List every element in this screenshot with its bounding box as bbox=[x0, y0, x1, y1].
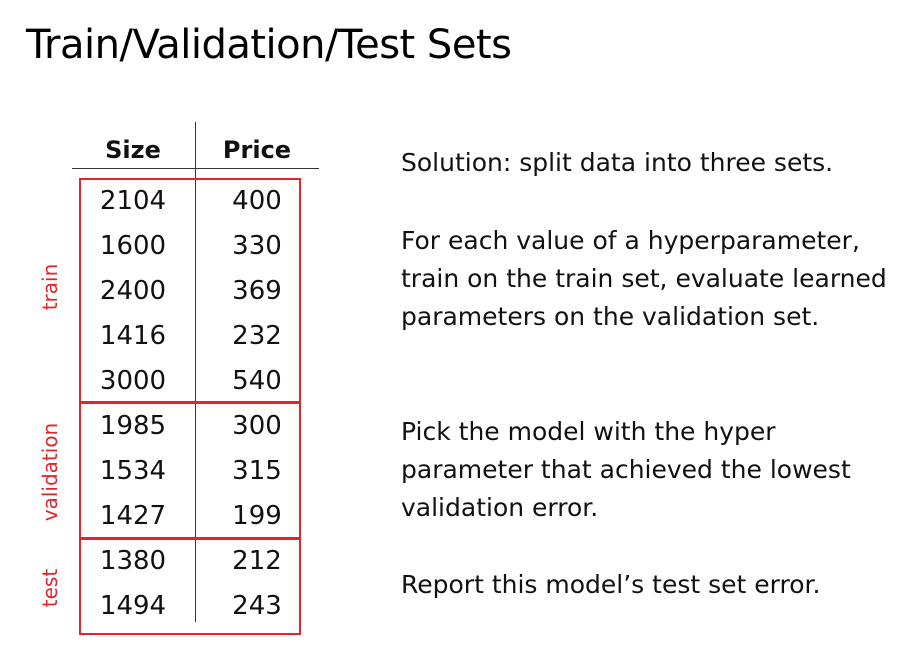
table-cell: 199 bbox=[232, 501, 282, 531]
table-cell: 1380 bbox=[99, 546, 167, 576]
paragraph-report: Report this model’s test set error. bbox=[401, 570, 821, 599]
paragraph-pick-model: Pick the model with the hyper parameter … bbox=[401, 417, 851, 522]
table-cell: 540 bbox=[232, 366, 282, 396]
table-cell: 2400 bbox=[99, 276, 167, 306]
table-cell: 3000 bbox=[99, 366, 167, 396]
table-cell: 400 bbox=[232, 186, 282, 216]
table-cell: 1534 bbox=[99, 456, 167, 486]
column-divider bbox=[195, 122, 196, 622]
table-cell: 1416 bbox=[99, 321, 167, 351]
slide-title: Train/Validation/Test Sets bbox=[26, 22, 512, 68]
table-cell: 315 bbox=[232, 456, 282, 486]
paragraph-solution: Solution: split data into three sets. bbox=[401, 148, 834, 177]
table-cell: 212 bbox=[232, 546, 282, 576]
train-label: train bbox=[38, 263, 62, 311]
table-cell: 232 bbox=[232, 321, 282, 351]
validation-label: validation bbox=[38, 422, 62, 522]
test-label: test bbox=[38, 568, 62, 608]
table-cell: 243 bbox=[232, 591, 282, 621]
table-cell: 1600 bbox=[99, 231, 167, 261]
table-cell: 300 bbox=[232, 411, 282, 441]
table-cell: 1985 bbox=[99, 411, 167, 441]
column-header-size: Size bbox=[105, 136, 161, 164]
table-cell: 369 bbox=[232, 276, 282, 306]
table-cell: 1427 bbox=[99, 501, 167, 531]
table-cell: 2104 bbox=[99, 186, 167, 216]
column-header-price: Price bbox=[222, 136, 292, 164]
paragraph-hyperparameter: For each value of a hyperparameter, trai… bbox=[401, 226, 887, 331]
table-cell: 330 bbox=[232, 231, 282, 261]
table-cell: 1494 bbox=[99, 591, 167, 621]
